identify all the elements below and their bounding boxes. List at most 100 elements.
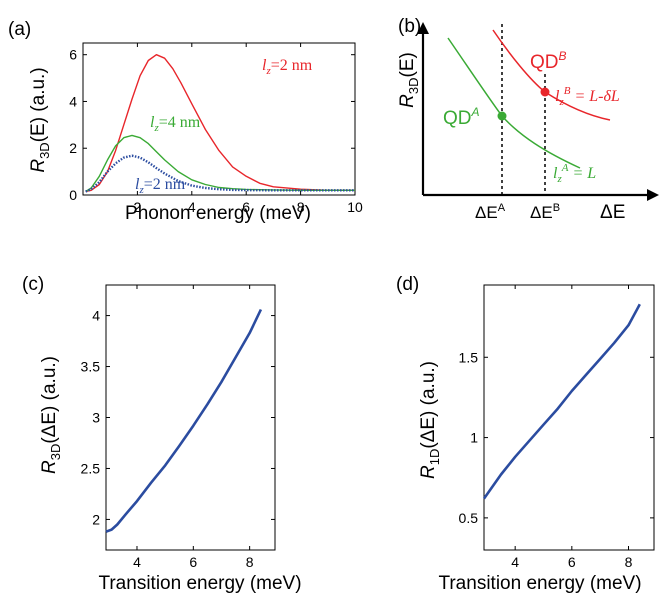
panel-c: (c) 4 6 8 2 2.5 3 3.5 4 Transition energy (meV… (22, 274, 302, 593)
panel-b-lz-b-main: l (555, 88, 560, 105)
panel-c-ylabel-rest: (ΔE) (a.u.) (39, 356, 60, 444)
panel-a-ylabel-rest: (E) (a.u.) (28, 67, 49, 142)
panel-b-qd-a: QDA (443, 105, 480, 129)
panel-d-series (482, 303, 641, 500)
panel-b: (b) QDA QDB lzB = L-δL lzA = L ΔEA ΔEB Δ… (397, 16, 659, 223)
panel-c-axes-box (105, 284, 276, 551)
x-tick-label: 8 (246, 554, 254, 570)
panel-b-x-arrow (647, 189, 659, 201)
panel-c-ylabel: R3D(ΔE) (a.u.) (39, 356, 63, 474)
panel-b-lz-b-rest: = L-δL (570, 88, 619, 105)
panel-b-ylabel: R3D(E) (397, 52, 421, 108)
panel-b-qd-b: QDB (530, 49, 567, 73)
series-label-blue: lz=2 nm (135, 176, 186, 196)
panel-d-ylabel-base: R (418, 465, 439, 479)
panel-b-lz-b-sub: z (558, 96, 564, 108)
panel-d-ylabel-sub: 1D (427, 449, 442, 466)
series-label-green-main: l (150, 114, 155, 131)
y-tick-label: 4 (69, 93, 77, 109)
panel-a-ylabel-sub: 3D (37, 142, 52, 159)
panel-b-delta-eb: ΔEB (530, 202, 560, 222)
x-tick-label: 4 (188, 199, 196, 215)
panel-d-axes-box (483, 284, 655, 551)
panel-b-delta-eb-sup: B (553, 202, 560, 214)
panel-d-x-ticks: 4 6 8 (511, 285, 633, 570)
panel-c-x-ticks: 4 6 8 (133, 285, 254, 570)
y-tick-label: 2 (92, 511, 100, 527)
panel-b-qd-a-sup: A (471, 105, 480, 119)
x-tick-label: 8 (625, 554, 633, 570)
series-line-2 (85, 154, 355, 193)
series-line-1 (85, 134, 355, 193)
x-tick-label: 6 (189, 554, 197, 570)
panel-b-ylabel-base: R (397, 94, 418, 108)
panel-b-lz-b: lzB = L-δL (555, 85, 620, 108)
panel-b-ylabel-rest: (E) (397, 52, 418, 77)
panel-b-lz-a-rest: = L (568, 165, 596, 182)
panel-d-xlabel: Transition energy (meV) (438, 573, 641, 593)
series-label-blue-sub: z (138, 184, 144, 196)
panel-a-axes-box (82, 42, 356, 196)
panel-d-y-ticks: 0.5 1 1.5 (459, 349, 654, 526)
y-tick-label: 1.5 (459, 349, 479, 365)
y-tick-label: 4 (92, 308, 100, 324)
panel-a-ylabel-base: R (28, 159, 49, 173)
series-line-0 (85, 54, 355, 193)
series-line-0 (105, 308, 263, 533)
panel-b-delta-eb-text: ΔE (530, 203, 553, 222)
panel-b-y-arrow (417, 22, 429, 34)
x-tick-label: 6 (242, 199, 250, 215)
series-label-red-rest: =2 nm (271, 57, 313, 74)
x-tick-label: 2 (134, 199, 142, 215)
y-tick-label: 0 (69, 187, 77, 203)
series-label-red: lz=2 nm (262, 57, 313, 77)
panel-b-delta-ea-text: ΔE (475, 203, 498, 222)
panel-c-ylabel-sub: 3D (48, 444, 63, 461)
panel-d-label: (d) (396, 274, 419, 295)
series-line-0 (482, 303, 641, 500)
panel-b-delta-ea: ΔEA (475, 202, 506, 222)
panel-c-ylabel-base: R (39, 460, 60, 474)
series-label-blue-rest: =2 nm (144, 176, 186, 193)
panel-a-ylabel: R3D(E) (a.u.) (28, 67, 52, 172)
panel-d-ylabel-rest: (ΔE) (a.u.) (418, 361, 439, 449)
panel-b-lz-b-sup: B (564, 85, 571, 97)
panel-a-label: (a) (8, 19, 31, 40)
y-tick-label: 2 (69, 140, 77, 156)
panel-c-series (105, 308, 263, 533)
x-tick-label: 4 (133, 554, 141, 570)
panel-b-point-b (540, 87, 550, 97)
y-tick-label: 3 (92, 410, 100, 426)
panel-a-series (85, 54, 355, 193)
panel-a-y-ticks: 0 2 4 6 (69, 47, 355, 203)
panel-a-x-ticks: 2 4 6 8 10 (134, 43, 363, 215)
x-tick-label: 6 (568, 554, 576, 570)
series-label-blue-main: l (135, 176, 140, 193)
panel-b-label: (b) (398, 16, 421, 37)
y-tick-label: 3.5 (81, 359, 101, 375)
series-label-red-main: l (262, 57, 267, 74)
panel-b-qd-b-text: QD (530, 52, 559, 73)
panel-b-ylabel-sub: 3D (406, 77, 421, 94)
panel-b-lz-a-sup: A (561, 162, 569, 174)
x-tick-label: 10 (347, 199, 363, 215)
y-tick-label: 2.5 (81, 460, 101, 476)
series-label-green-sub: z (153, 122, 159, 134)
panel-c-label: (c) (22, 274, 44, 295)
series-label-green-rest: =4 nm (159, 114, 201, 131)
panel-b-qd-b-sup: B (559, 49, 567, 63)
panel-b-lz-a: lzA = L (553, 162, 596, 185)
panel-b-lz-a-main: l (553, 165, 558, 182)
panel-b-qd-a-text: QD (443, 108, 472, 129)
panel-b-delta-ea-sup: A (498, 202, 506, 214)
y-tick-label: 1 (470, 430, 478, 446)
x-tick-label: 4 (511, 554, 519, 570)
panel-c-xlabel: Transition energy (meV) (98, 573, 301, 593)
panel-a-xlabel: Phonon energy (meV) (125, 203, 311, 224)
panel-b-xlabel: ΔE (600, 202, 625, 223)
panel-b-point-a (497, 111, 507, 121)
y-tick-label: 0.5 (459, 510, 479, 526)
